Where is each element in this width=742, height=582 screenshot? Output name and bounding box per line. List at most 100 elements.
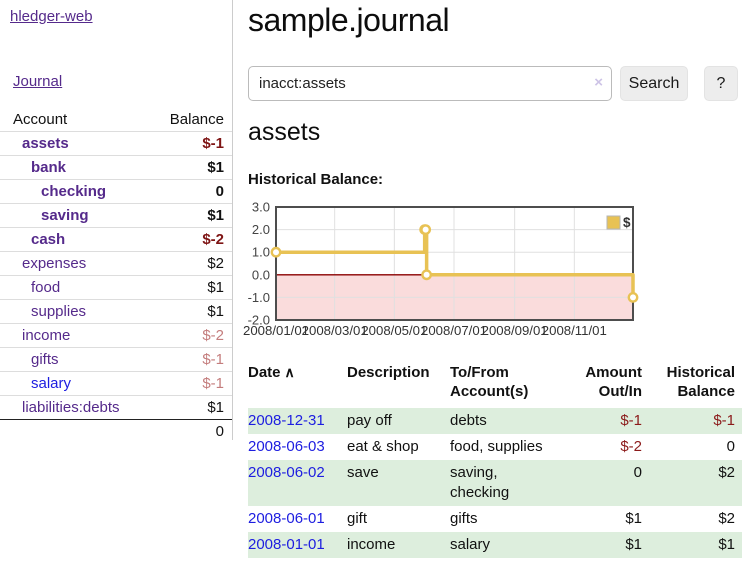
transaction-accounts: salary (450, 536, 491, 553)
transaction-accounts: food, supplies (450, 438, 543, 455)
transaction-amount: $1 (625, 510, 642, 527)
register-row: 2008-01-01 income salary $1 $1 (248, 532, 742, 558)
account-link[interactable]: checking (41, 183, 107, 200)
y-axis-tick: 0.0 (252, 267, 270, 282)
transaction-balance: $-1 (713, 412, 735, 429)
data-point-marker (420, 224, 432, 236)
transaction-balance: 0 (726, 438, 735, 455)
account-balance: $1 (207, 303, 224, 320)
y-axis-tick: 3.0 (252, 200, 270, 215)
account-link[interactable]: food (31, 279, 61, 296)
accounts-header-balance: Balance (169, 111, 224, 128)
register-header-row: Date ∧ Description To/From Account(s) Amo… (248, 360, 742, 404)
chart-heading: Historical Balance: (248, 171, 384, 188)
data-point-marker (421, 269, 433, 281)
sidebar: hledger-web Journal Account Balance asse… (0, 0, 233, 440)
search-input[interactable] (248, 66, 612, 101)
register-header-date[interactable]: Date ∧ (248, 364, 295, 381)
transaction-balance: $2 (718, 510, 735, 527)
transaction-description: income (347, 536, 396, 553)
accounts-total-balance: 0 (215, 423, 224, 440)
help-button[interactable]: ? (704, 66, 738, 101)
legend-swatch (606, 215, 621, 230)
account-link[interactable]: income (22, 327, 71, 344)
account-row-liabilities-debts: liabilities:debts $1 (0, 395, 232, 420)
account-row-gifts: gifts $-1 (0, 347, 232, 372)
account-row-checking: checking 0 (0, 179, 232, 204)
account-link[interactable]: gifts (31, 351, 59, 368)
account-link[interactable]: expenses (22, 255, 87, 272)
chart-frame (275, 206, 634, 321)
account-balance: $1 (207, 207, 224, 224)
transaction-description: eat & shop (347, 438, 419, 455)
account-row-assets: assets $-1 (0, 131, 232, 156)
data-point-marker (627, 292, 639, 303)
account-row-food: food $1 (0, 275, 232, 300)
transaction-balance: $1 (718, 536, 735, 553)
account-link[interactable]: supplies (31, 303, 87, 320)
account-balance: $1 (207, 399, 224, 416)
account-row-cash: cash $-2 (0, 227, 232, 252)
x-axis-tick: 2008/03/01 (302, 323, 368, 338)
register-row: 2008-12-31 pay off debts $-1 $-1 (248, 408, 742, 434)
account-balance: $1 (207, 159, 224, 176)
y-axis-tick: 2.0 (252, 222, 270, 237)
register-table: Date ∧ Description To/From Account(s) Amo… (248, 360, 742, 558)
account-balance: $-1 (202, 351, 224, 368)
historical-balance-chart: $3.0 2.0 1.0 0.0 -1.0 -2.0 2008/01/01 2008/03/0… (243, 200, 742, 348)
transaction-description: pay off (347, 412, 392, 429)
register-header-balance: Historical Balance (666, 364, 735, 400)
transaction-date-link[interactable]: 2008-12-31 (248, 412, 325, 429)
accounts-header-account: Account (13, 111, 68, 128)
transaction-date-link[interactable]: 2008-06-02 (248, 464, 325, 481)
account-heading: assets (248, 118, 321, 146)
search-button[interactable]: Search (620, 66, 688, 101)
account-row-income: income $-2 (0, 323, 232, 348)
main-content: sample.journal × Search ? assets Histori… (243, 0, 742, 582)
x-axis-tick: 2008/07/01 (421, 323, 487, 338)
account-balance: 0 (215, 183, 224, 200)
account-row-bank: bank $1 (0, 155, 232, 180)
legend-label: $ (623, 215, 631, 230)
page-title: sample.journal (248, 2, 450, 38)
account-row-salary: salary $-1 (0, 371, 232, 396)
transaction-balance: $2 (718, 464, 735, 481)
register-header-amount: Amount Out/In (585, 364, 642, 400)
register-row: 2008-06-03 eat & shop food, supplies $-2… (248, 434, 742, 460)
account-link[interactable]: liabilities:debts (22, 399, 120, 416)
transaction-amount: $-2 (620, 438, 642, 455)
x-axis-tick: 2008/11/01 (542, 323, 607, 338)
transaction-amount: $-1 (620, 412, 642, 429)
transaction-accounts: saving, checking (450, 464, 510, 501)
transaction-amount: $1 (625, 536, 642, 553)
y-axis-tick: -1.0 (248, 290, 270, 305)
search-box: × (248, 66, 612, 101)
transaction-description: gift (347, 510, 368, 527)
account-link[interactable]: saving (41, 207, 89, 224)
transaction-amount: 0 (633, 464, 642, 481)
transaction-date-link[interactable]: 2008-01-01 (248, 536, 325, 553)
register-row: 2008-06-02 save saving, checking 0 $2 (248, 460, 742, 506)
sidebar-item-journal[interactable]: Journal (13, 73, 63, 90)
account-link[interactable]: salary (31, 375, 72, 392)
y-axis-tick: 1.0 (252, 245, 270, 260)
search-form: × Search ? (248, 66, 738, 101)
x-axis-tick: 2008/05/01 (361, 323, 427, 338)
transaction-accounts: debts (450, 412, 487, 429)
transaction-date-link[interactable]: 2008-06-03 (248, 438, 325, 455)
account-balance: $2 (207, 255, 224, 272)
brand-link[interactable]: hledger-web (10, 8, 93, 25)
account-link[interactable]: cash (31, 231, 66, 248)
account-balance: $-2 (202, 231, 224, 248)
sort-ascending-icon: ∧ (284, 364, 295, 380)
account-link[interactable]: assets (22, 135, 69, 152)
account-balance: $1 (207, 279, 224, 296)
account-row-supplies: supplies $1 (0, 299, 232, 324)
transaction-date-link[interactable]: 2008-06-01 (248, 510, 325, 527)
clear-search-icon[interactable]: × (594, 74, 603, 91)
data-point-marker (270, 246, 282, 258)
register-header-accounts: To/From Account(s) (450, 364, 529, 400)
account-link[interactable]: bank (31, 159, 67, 176)
y-axis-tick: -2.0 (248, 313, 270, 328)
